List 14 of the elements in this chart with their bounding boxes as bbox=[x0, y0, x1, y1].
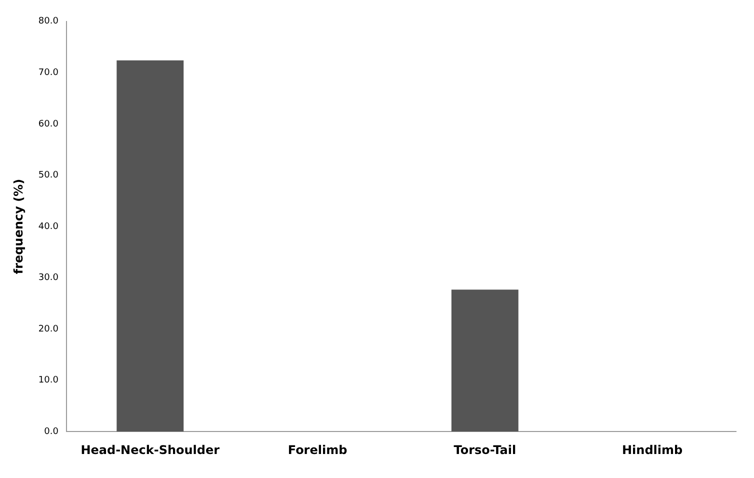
y-tick-label: 10.0 bbox=[38, 376, 59, 386]
x-tick-label: Hindlimb bbox=[622, 442, 684, 457]
y-tick-label: 0.0 bbox=[44, 426, 59, 437]
y-tick-label: 40.0 bbox=[38, 222, 59, 232]
x-tick-label: Head-Neck-Shoulder bbox=[80, 442, 220, 457]
y-tick-label: 70.0 bbox=[38, 68, 59, 78]
y-tick-label: 30.0 bbox=[38, 273, 59, 284]
y-tick-label: 50.0 bbox=[38, 170, 59, 181]
x-tick-label: Torso-Tail bbox=[454, 442, 516, 457]
y-axis-title: frequency (%) bbox=[11, 178, 26, 274]
x-tick-label: Forelimb bbox=[288, 442, 348, 457]
y-tick-label: 60.0 bbox=[38, 119, 59, 130]
y-tick-label: 20.0 bbox=[38, 324, 59, 334]
y-tick-label: 80.0 bbox=[38, 16, 59, 27]
